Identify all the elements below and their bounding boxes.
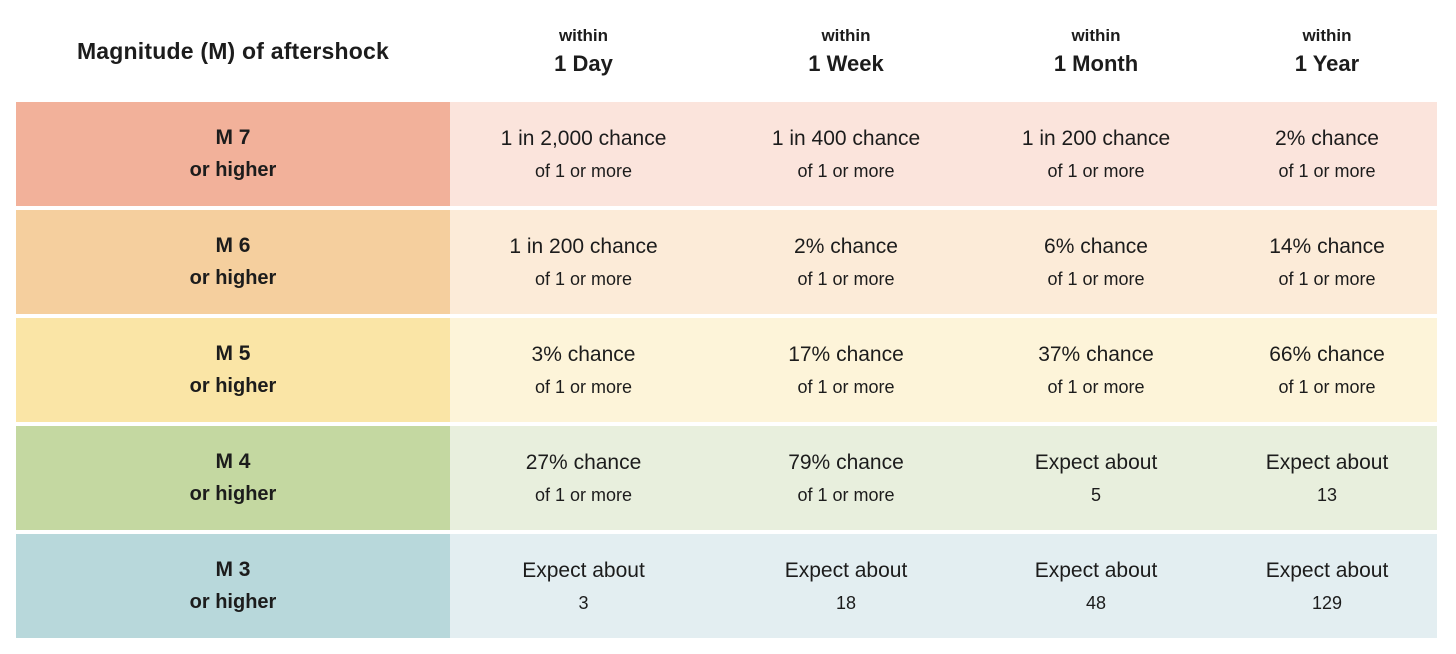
cell-m5-1-day: 3% chance of 1 or more [450, 318, 717, 422]
magnitude-label: M 6 [215, 234, 251, 257]
cell-value: Expect about [784, 558, 908, 582]
cell-subtext: of 1 or more [797, 376, 895, 397]
cell-subtext: 48 [1085, 592, 1107, 613]
cell-m4-1-month: Expect about 5 [975, 426, 1217, 530]
column-header-period: 1 Day [554, 50, 613, 76]
corner-header-label: Magnitude (M) of aftershock [76, 37, 390, 64]
column-header-prefix: within [1302, 25, 1352, 45]
cell-m5-1-year: 66% chance of 1 or more [1217, 318, 1437, 422]
cell-subtext: of 1 or more [1278, 376, 1376, 397]
cell-value: 17% chance [788, 342, 904, 366]
cell-subtext: 5 [1090, 484, 1101, 505]
cell-m7-1-day: 1 in 2,000 chance of 1 or more [450, 102, 717, 206]
cell-value: 1 in 400 chance [771, 126, 921, 150]
cell-m7-1-week: 1 in 400 chance of 1 or more [717, 102, 975, 206]
qualifier-label: or higher [189, 483, 277, 505]
aftershock-forecast-table: Magnitude (M) of aftershock within 1 Day… [16, 0, 1437, 638]
column-header-1-month: within 1 Month [975, 0, 1217, 102]
cell-subtext: 3 [578, 592, 589, 613]
cell-subtext: 129 [1311, 592, 1343, 613]
cell-subtext: of 1 or more [1047, 160, 1145, 181]
qualifier-label: or higher [189, 267, 277, 289]
row-header-m7: M 7 or higher [16, 102, 450, 206]
column-header-prefix: within [821, 25, 871, 45]
cell-value: Expect about [1265, 558, 1389, 582]
column-header-prefix: within [1071, 25, 1121, 45]
cell-value: 1 in 200 chance [1021, 126, 1171, 150]
magnitude-label: M 3 [215, 558, 251, 581]
cell-value: Expect about [1034, 450, 1158, 474]
cell-m4-1-year: Expect about 13 [1217, 426, 1437, 530]
cell-m6-1-year: 14% chance of 1 or more [1217, 210, 1437, 314]
cell-subtext: of 1 or more [797, 160, 895, 181]
column-header-period: 1 Month [1053, 50, 1139, 76]
cell-value: Expect about [1034, 558, 1158, 582]
cell-value: Expect about [1265, 450, 1389, 474]
cell-m3-1-year: Expect about 129 [1217, 534, 1437, 638]
cell-m6-1-month: 6% chance of 1 or more [975, 210, 1217, 314]
column-header-period: 1 Week [808, 50, 884, 76]
cell-subtext: of 1 or more [534, 268, 633, 289]
row-header-m3: M 3 or higher [16, 534, 450, 638]
magnitude-label: M 7 [215, 126, 251, 149]
cell-m3-1-month: Expect about 48 [975, 534, 1217, 638]
column-header-1-day: within 1 Day [450, 0, 717, 102]
cell-m4-1-day: 27% chance of 1 or more [450, 426, 717, 530]
cell-value: 6% chance [1044, 234, 1148, 258]
cell-value: 14% chance [1269, 234, 1385, 258]
cell-subtext: 13 [1316, 484, 1338, 505]
cell-value: 2% chance [794, 234, 898, 258]
cell-value: 37% chance [1038, 342, 1154, 366]
cell-m3-1-week: Expect about 18 [717, 534, 975, 638]
cell-m3-1-day: Expect about 3 [450, 534, 717, 638]
column-header-1-week: within 1 Week [717, 0, 975, 102]
qualifier-label: or higher [189, 159, 277, 181]
cell-subtext: of 1 or more [1278, 160, 1376, 181]
cell-value: 3% chance [531, 342, 636, 366]
cell-value: 1 in 2,000 chance [500, 126, 667, 150]
magnitude-label: M 4 [215, 450, 251, 473]
cell-value: Expect about [522, 558, 645, 582]
cell-subtext: of 1 or more [1278, 268, 1376, 289]
row-header-m6: M 6 or higher [16, 210, 450, 314]
cell-m6-1-day: 1 in 200 chance of 1 or more [450, 210, 717, 314]
cell-subtext: of 1 or more [797, 268, 895, 289]
cell-m5-1-week: 17% chance of 1 or more [717, 318, 975, 422]
qualifier-label: or higher [189, 375, 277, 397]
cell-m4-1-week: 79% chance of 1 or more [717, 426, 975, 530]
cell-subtext: of 1 or more [534, 484, 633, 505]
table-row-m3: M 3 or higher Expect about 3 Expect abou… [16, 534, 1437, 638]
cell-m7-1-month: 1 in 200 chance of 1 or more [975, 102, 1217, 206]
column-header-1-year: within 1 Year [1217, 0, 1437, 102]
cell-subtext: of 1 or more [534, 160, 633, 181]
cell-subtext: 18 [835, 592, 857, 613]
header-row: Magnitude (M) of aftershock within 1 Day… [16, 0, 1437, 102]
magnitude-label: M 5 [215, 342, 251, 365]
table-row-m5: M 5 or higher 3% chance of 1 or more 17%… [16, 318, 1437, 422]
table-row-m6: M 6 or higher 1 in 200 chance of 1 or mo… [16, 210, 1437, 314]
cell-m6-1-week: 2% chance of 1 or more [717, 210, 975, 314]
cell-subtext: of 1 or more [1047, 376, 1145, 397]
cell-subtext: of 1 or more [1047, 268, 1145, 289]
table-row-m7: M 7 or higher 1 in 2,000 chance of 1 or … [16, 102, 1437, 206]
cell-subtext: of 1 or more [534, 376, 633, 397]
cell-value: 79% chance [788, 450, 904, 474]
corner-header-cell: Magnitude (M) of aftershock [16, 0, 450, 102]
row-header-m4: M 4 or higher [16, 426, 450, 530]
column-header-period: 1 Year [1294, 50, 1360, 76]
cell-m5-1-month: 37% chance of 1 or more [975, 318, 1217, 422]
table-row-m4: M 4 or higher 27% chance of 1 or more 79… [16, 426, 1437, 530]
cell-subtext: of 1 or more [797, 484, 895, 505]
cell-m7-1-year: 2% chance of 1 or more [1217, 102, 1437, 206]
qualifier-label: or higher [189, 591, 277, 613]
cell-value: 27% chance [525, 450, 642, 474]
cell-value: 1 in 200 chance [509, 234, 658, 258]
row-header-m5: M 5 or higher [16, 318, 450, 422]
cell-value: 2% chance [1275, 126, 1379, 150]
column-header-prefix: within [558, 25, 609, 45]
cell-value: 66% chance [1269, 342, 1385, 366]
